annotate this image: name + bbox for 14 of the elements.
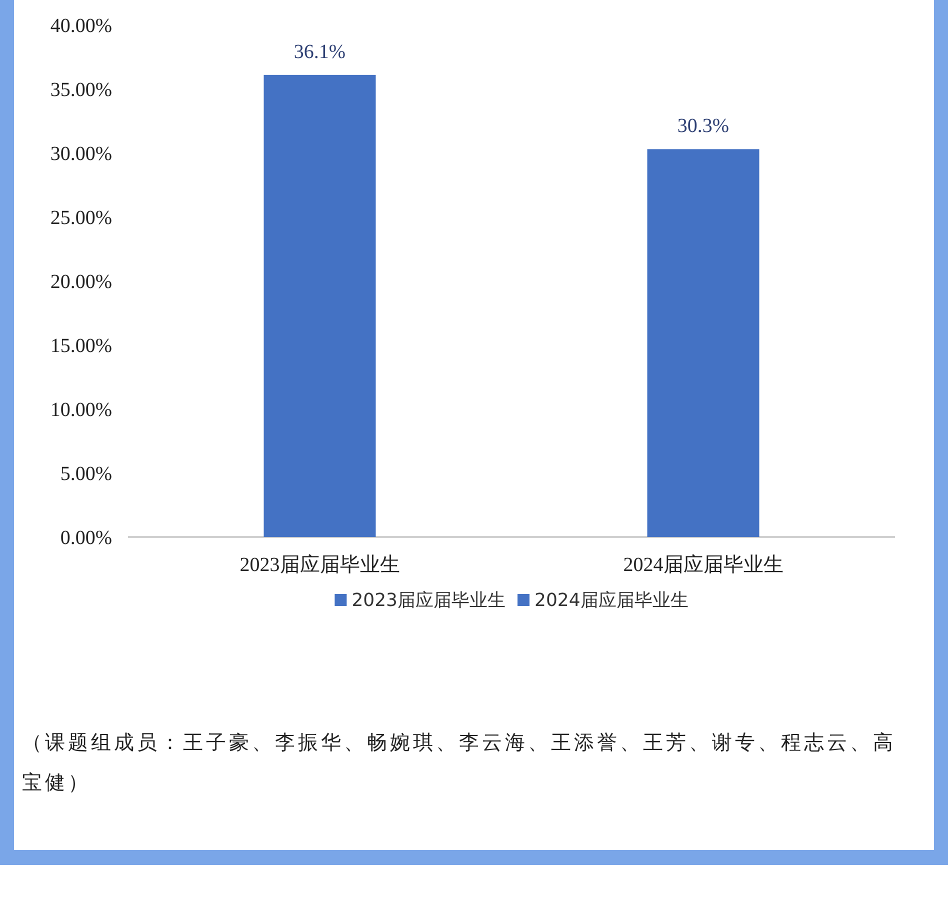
text: （课题组成员：王子豪、李振华、畅婉琪、李云海、王添誉、王芳、谢专、程志云、高宝健） xyxy=(22,729,897,796)
y-tick-label: 15.00% xyxy=(50,335,112,357)
y-tick-label: 20.00% xyxy=(50,271,112,293)
data-label: 30.3% xyxy=(677,115,730,138)
y-tick-label: 5.00% xyxy=(60,463,112,485)
legend-label: 2023届应届毕业生 xyxy=(352,590,506,611)
data-label: 36.1% xyxy=(294,40,346,63)
y-tick-label: 35.00% xyxy=(50,79,112,101)
y-tick-label: 25.00% xyxy=(50,207,112,229)
y-tick-label: 40.00% xyxy=(50,15,112,37)
y-tick-label: 0.00% xyxy=(60,527,112,549)
legend-label: 2024届应届毕业生 xyxy=(534,590,688,611)
y-tick-label: 30.00% xyxy=(50,143,112,165)
y-tick-label: 10.00% xyxy=(50,399,112,421)
